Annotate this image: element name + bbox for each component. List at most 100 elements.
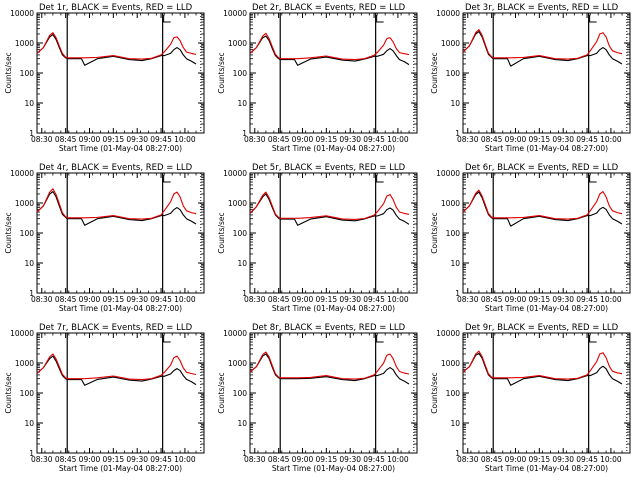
x-tick-label: 10:00 xyxy=(174,295,196,304)
y-tick-label: 1000 xyxy=(228,199,247,208)
y-tick-label: 10000 xyxy=(223,169,247,178)
y-tick-label: 10 xyxy=(24,259,34,268)
y-tick-label: 100 xyxy=(446,389,461,398)
y-tick-label: 100 xyxy=(20,389,35,398)
x-axis-label: Start Time (01-May-04 08:27:00) xyxy=(272,464,395,473)
x-tick-label: 08:45 xyxy=(268,295,290,304)
series-line-events xyxy=(36,355,197,386)
x-tick-label: 08:45 xyxy=(55,135,77,144)
marker-bracket xyxy=(589,15,597,23)
y-tick-label: 1000 xyxy=(15,39,34,48)
y-tick-label: 1 xyxy=(455,449,460,458)
y-axis-label: Counts/sec xyxy=(217,212,226,253)
series-line-events xyxy=(249,353,410,385)
y-tick-label: 1000 xyxy=(15,199,34,208)
x-tick-label: 09:45 xyxy=(576,455,598,464)
x-axis-label: Start Time (01-May-04 08:27:00) xyxy=(272,304,395,313)
series-line-lld xyxy=(36,32,197,60)
x-tick-label: 08:30 xyxy=(31,295,53,304)
x-tick-label: 10:00 xyxy=(600,455,622,464)
x-tick-label: 08:30 xyxy=(244,455,266,464)
y-tick-label: 100 xyxy=(20,69,35,78)
y-tick-label: 1 xyxy=(29,289,34,298)
x-tick-label: 08:45 xyxy=(268,135,290,144)
x-tick-label: 09:15 xyxy=(529,455,551,464)
y-tick-label: 10000 xyxy=(436,329,460,338)
plot-frame xyxy=(462,332,631,454)
y-tick-label: 100 xyxy=(446,69,461,78)
x-axis-label: Start Time (01-May-04 08:27:00) xyxy=(59,144,182,153)
x-tick-label: 08:30 xyxy=(244,295,266,304)
x-tick-label: 10:00 xyxy=(387,135,409,144)
y-tick-label: 10 xyxy=(450,259,460,268)
chart-panel-6: Det 6r, BLACK = Events, RED = LLD 1 10 100 1… xyxy=(430,163,631,313)
chart-title: Det 7r, BLACK = Events, RED = LLD xyxy=(39,323,193,333)
x-tick-label: 09:30 xyxy=(126,295,148,304)
x-tick-label: 08:45 xyxy=(481,135,503,144)
y-tick-label: 1000 xyxy=(228,39,247,48)
series-line-events xyxy=(462,352,623,386)
y-tick-label: 1 xyxy=(242,449,247,458)
y-tick-label: 10 xyxy=(237,99,247,108)
x-tick-label: 09:30 xyxy=(126,135,148,144)
x-tick-label: 10:00 xyxy=(387,295,409,304)
x-tick-label: 09:15 xyxy=(529,135,551,144)
marker-bracket xyxy=(376,15,384,23)
x-tick-label: 08:30 xyxy=(244,135,266,144)
x-tick-label: 09:00 xyxy=(292,295,314,304)
x-tick-label: 09:00 xyxy=(292,135,314,144)
x-tick-label: 08:30 xyxy=(31,455,53,464)
x-tick-label: 08:45 xyxy=(55,455,77,464)
plot-frame xyxy=(462,172,631,294)
x-tick-label: 09:45 xyxy=(150,295,172,304)
y-axis-label: Counts/sec xyxy=(430,52,439,93)
y-tick-label: 10000 xyxy=(10,169,34,178)
chart-panel-3: Det 3r, BLACK = Events, RED = LLD 1 10 100 1… xyxy=(430,3,631,153)
series-line-lld xyxy=(36,353,197,381)
x-tick-label: 09:45 xyxy=(150,135,172,144)
series-line-events xyxy=(249,193,410,226)
x-tick-label: 09:00 xyxy=(79,135,101,144)
chart-panel-9: Det 9r, BLACK = Events, RED = LLD 1 10 100 1… xyxy=(430,323,631,473)
series-line-events xyxy=(462,191,623,227)
plot-frame xyxy=(36,12,205,134)
x-axis-label: Start Time (01-May-04 08:27:00) xyxy=(485,144,608,153)
y-axis-label: Counts/sec xyxy=(4,52,13,93)
x-tick-label: 09:15 xyxy=(103,295,125,304)
y-axis-label: Counts/sec xyxy=(4,372,13,413)
x-axis-label: Start Time (01-May-04 08:27:00) xyxy=(59,304,182,313)
series-line-lld xyxy=(462,350,623,380)
marker-bracket xyxy=(589,175,597,183)
y-tick-label: 10000 xyxy=(10,329,34,338)
marker-bracket xyxy=(163,15,171,23)
y-tick-label: 10000 xyxy=(223,329,247,338)
x-tick-label: 08:45 xyxy=(55,295,77,304)
chart-title: Det 9r, BLACK = Events, RED = LLD xyxy=(465,323,619,333)
chart-title: Det 3r, BLACK = Events, RED = LLD xyxy=(465,3,619,13)
y-tick-label: 1000 xyxy=(441,199,460,208)
x-tick-label: 10:00 xyxy=(600,295,622,304)
y-tick-label: 1 xyxy=(242,289,247,298)
x-tick-label: 09:00 xyxy=(292,455,314,464)
y-axis-label: Counts/sec xyxy=(430,372,439,413)
x-tick-label: 10:00 xyxy=(174,455,196,464)
x-tick-label: 08:45 xyxy=(481,455,503,464)
y-axis-label: Counts/sec xyxy=(4,212,13,253)
y-tick-label: 100 xyxy=(233,229,248,238)
plot-frame xyxy=(249,172,418,294)
series-line-events xyxy=(36,34,197,66)
x-tick-label: 09:45 xyxy=(576,135,598,144)
chart-panel-7: Det 7r, BLACK = Events, RED = LLD 1 10 100 1… xyxy=(4,323,205,473)
y-tick-label: 10 xyxy=(237,259,247,268)
chart-title: Det 2r, BLACK = Events, RED = LLD xyxy=(252,3,406,13)
x-tick-label: 09:15 xyxy=(316,455,338,464)
y-tick-label: 100 xyxy=(233,389,248,398)
x-tick-label: 09:45 xyxy=(150,455,172,464)
y-tick-label: 10000 xyxy=(436,169,460,178)
y-tick-label: 10 xyxy=(450,99,460,108)
y-tick-label: 1000 xyxy=(228,359,247,368)
y-tick-label: 1 xyxy=(29,129,34,138)
marker-bracket xyxy=(376,335,384,343)
x-tick-label: 09:00 xyxy=(505,135,527,144)
